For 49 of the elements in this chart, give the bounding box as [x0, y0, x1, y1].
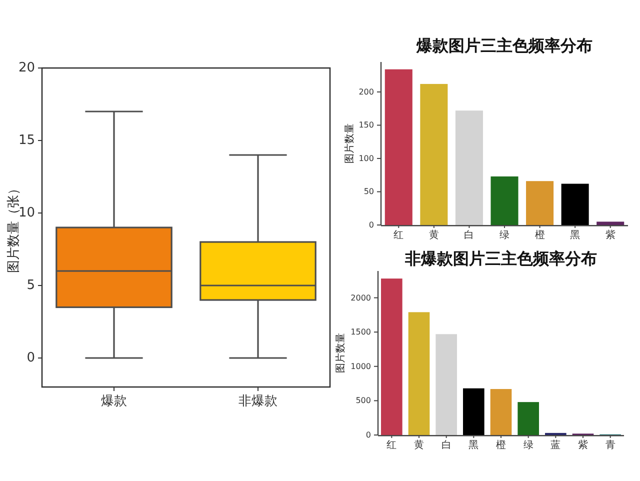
- x-tick-label: 黑: [468, 440, 479, 451]
- bar: [463, 388, 484, 435]
- x-tick-label: 橙: [534, 229, 545, 241]
- y-tick-label: 1500: [350, 328, 371, 337]
- x-tick-label: 紫: [605, 229, 616, 241]
- y-tick-label: 5: [26, 278, 35, 293]
- y-tick-label: 0: [366, 430, 371, 440]
- x-tick-label: 紫: [578, 439, 588, 451]
- bar: [526, 181, 554, 225]
- x-tick-label: 黄: [428, 229, 439, 241]
- x-tick-label: 蓝: [550, 439, 561, 451]
- bar: [455, 110, 483, 225]
- x-tick-label: 白: [464, 229, 474, 241]
- x-tick-label: 非爆款: [238, 394, 278, 409]
- bar: [596, 222, 624, 225]
- x-tick-label: 红: [386, 439, 397, 451]
- y-tick-label: 100: [358, 154, 374, 163]
- bar: [561, 184, 589, 225]
- x-tick-label: 绿: [500, 230, 510, 241]
- y-tick-label: 2000: [350, 293, 371, 302]
- x-tick-label: 白: [441, 439, 452, 451]
- bar: [420, 84, 448, 225]
- bar: [408, 312, 430, 435]
- x-tick-label: 爆款: [101, 394, 127, 409]
- chart-title: 爆款图片三主色频率分布: [416, 36, 592, 55]
- y-tick-label: 15: [18, 133, 35, 148]
- x-tick-label: 橙: [496, 439, 506, 451]
- bar: [436, 334, 457, 435]
- y-axis-title: 图片数量: [344, 124, 356, 164]
- x-tick-label: 黑: [570, 230, 580, 241]
- y-tick-label: 200: [358, 87, 374, 96]
- y-tick-label: 20: [18, 60, 35, 76]
- bar: [518, 402, 539, 435]
- x-tick-label: 黄: [414, 439, 424, 451]
- y-tick-label: 0: [368, 220, 374, 230]
- y-axis-title: 图片数量: [334, 333, 346, 373]
- y-tick-label: 150: [358, 120, 374, 130]
- y-tick-label: 1000: [350, 362, 371, 371]
- bar: [490, 389, 512, 435]
- y-tick-label: 0: [26, 350, 35, 366]
- y-tick-label: 500: [356, 396, 371, 406]
- bar: [384, 69, 412, 225]
- bar: [381, 278, 402, 435]
- bar: [490, 176, 518, 225]
- x-tick-label: 红: [394, 229, 404, 241]
- y-tick-label: 50: [364, 187, 374, 196]
- chart-title: 非爆款图片三主色频率分布: [404, 249, 597, 268]
- x-tick-label: 绿: [523, 440, 534, 451]
- x-tick-label: 青: [605, 439, 616, 451]
